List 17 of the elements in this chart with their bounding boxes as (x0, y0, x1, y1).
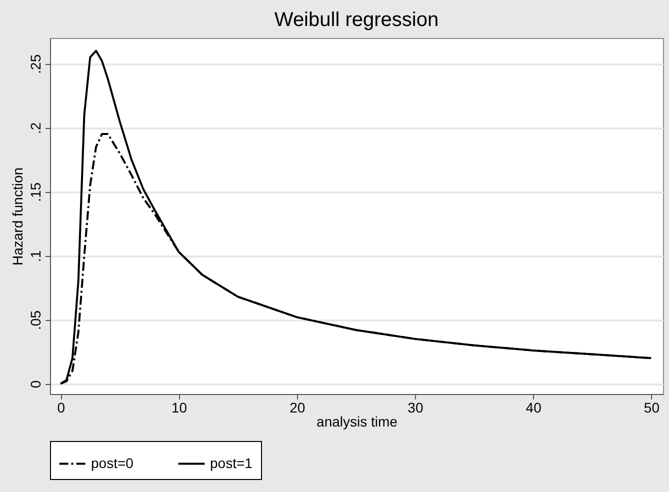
y-tick-label: .25 (28, 54, 44, 74)
x-axis-title: analysis time (316, 414, 398, 430)
y-tick-label: .2 (28, 122, 44, 134)
x-tick-label: 10 (171, 400, 188, 416)
y-axis-title: Hazard function (10, 167, 26, 266)
legend-label: post=0 (91, 454, 134, 471)
x-tick-label: 20 (290, 400, 306, 416)
y-tick-label: .1 (28, 250, 44, 262)
x-tick-label: 30 (408, 400, 424, 416)
y-tick-label: .05 (28, 310, 44, 330)
y-tick-label: .15 (28, 182, 44, 202)
x-tick-label: 40 (526, 400, 542, 416)
y-tick-label: 0 (28, 380, 44, 388)
x-tick-label: 50 (644, 400, 660, 416)
x-tick-label: 0 (57, 400, 66, 416)
chart-title: Weibull regression (274, 9, 439, 31)
legend-label: post=1 (210, 454, 253, 471)
